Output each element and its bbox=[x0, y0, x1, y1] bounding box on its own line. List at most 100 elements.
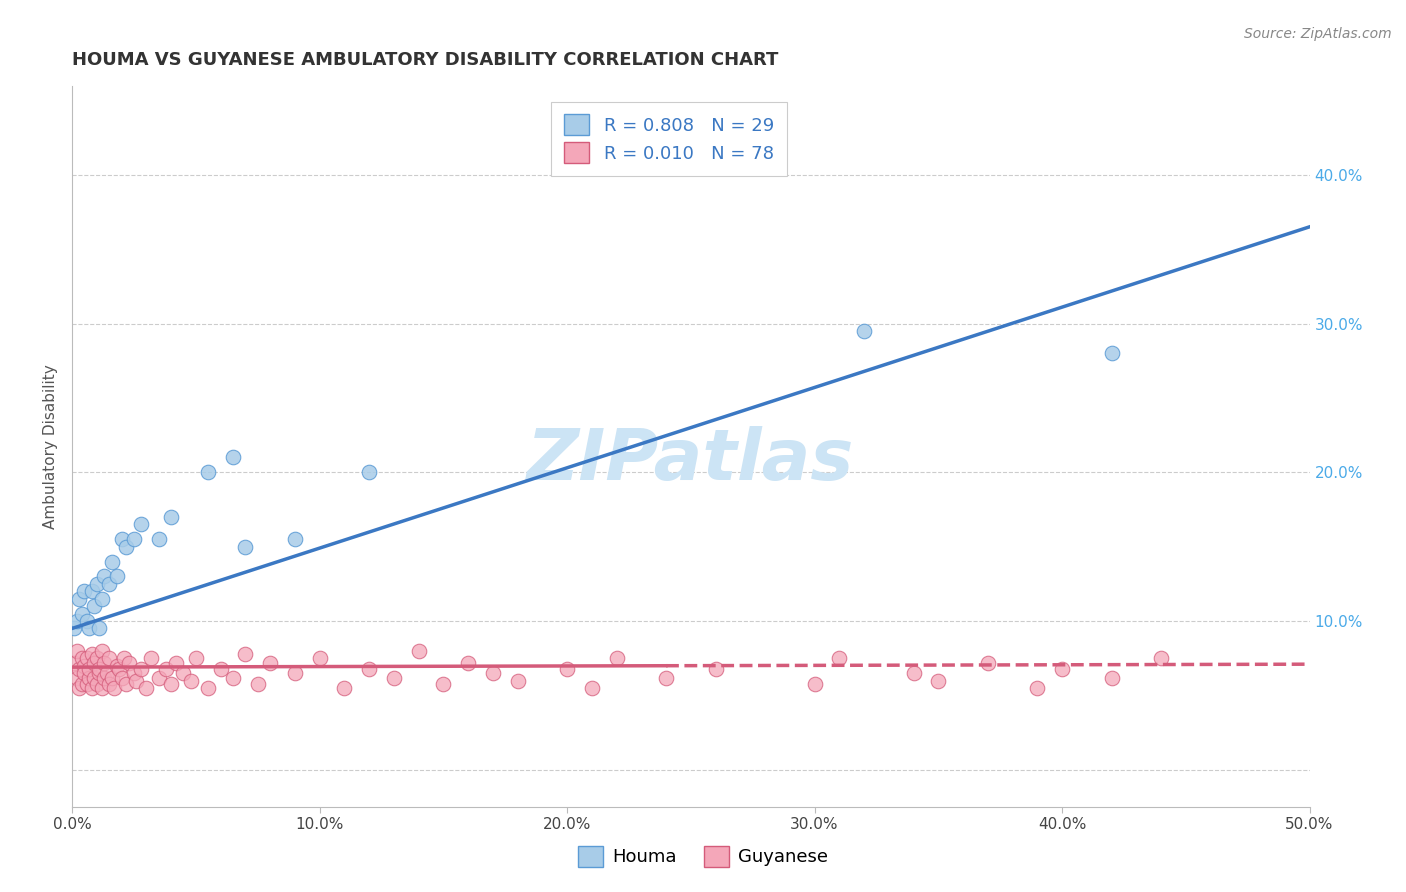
Point bbox=[148, 533, 170, 547]
Point bbox=[131, 517, 153, 532]
Point bbox=[93, 671, 115, 685]
Point bbox=[73, 658, 96, 673]
Point bbox=[83, 656, 105, 670]
Legend: R = 0.808   N = 29, R = 0.010   N = 78: R = 0.808 N = 29, R = 0.010 N = 78 bbox=[551, 102, 786, 176]
Point bbox=[432, 676, 454, 690]
Point bbox=[96, 666, 118, 681]
Y-axis label: Ambulatory Disability: Ambulatory Disability bbox=[44, 364, 58, 529]
Point bbox=[100, 671, 122, 685]
Point bbox=[197, 681, 219, 695]
Point bbox=[100, 555, 122, 569]
Point bbox=[115, 676, 138, 690]
Point bbox=[184, 651, 207, 665]
Point bbox=[90, 591, 112, 606]
Point bbox=[105, 569, 128, 583]
Point bbox=[122, 666, 145, 681]
Point bbox=[80, 647, 103, 661]
Point bbox=[63, 622, 86, 636]
Text: Source: ZipAtlas.com: Source: ZipAtlas.com bbox=[1244, 27, 1392, 41]
Point bbox=[135, 681, 157, 695]
Point bbox=[382, 671, 405, 685]
Point bbox=[90, 644, 112, 658]
Point bbox=[1101, 671, 1123, 685]
Point bbox=[704, 662, 727, 676]
Point bbox=[803, 676, 825, 690]
Point bbox=[1150, 651, 1173, 665]
Point bbox=[67, 591, 90, 606]
Point bbox=[98, 651, 121, 665]
Point bbox=[98, 577, 121, 591]
Point bbox=[131, 662, 153, 676]
Text: ZIPatlas: ZIPatlas bbox=[527, 426, 855, 495]
Point bbox=[853, 324, 876, 338]
Point bbox=[86, 577, 108, 591]
Point bbox=[67, 681, 90, 695]
Point bbox=[83, 599, 105, 614]
Point bbox=[1101, 346, 1123, 360]
Point bbox=[222, 450, 245, 465]
Point bbox=[125, 673, 148, 688]
Point bbox=[148, 671, 170, 685]
Point bbox=[408, 644, 430, 658]
Point bbox=[506, 673, 529, 688]
Point bbox=[903, 666, 925, 681]
Point bbox=[605, 651, 627, 665]
Point bbox=[86, 676, 108, 690]
Point bbox=[90, 681, 112, 695]
Point bbox=[357, 465, 380, 479]
Point bbox=[122, 533, 145, 547]
Point bbox=[103, 681, 125, 695]
Point bbox=[555, 662, 578, 676]
Text: HOUMA VS GUYANESE AMBULATORY DISABILITY CORRELATION CHART: HOUMA VS GUYANESE AMBULATORY DISABILITY … bbox=[72, 51, 779, 69]
Point bbox=[80, 584, 103, 599]
Point bbox=[160, 509, 183, 524]
Point bbox=[86, 651, 108, 665]
Point bbox=[83, 671, 105, 685]
Point bbox=[209, 662, 232, 676]
Point bbox=[233, 540, 256, 554]
Point bbox=[655, 671, 678, 685]
Point bbox=[73, 666, 96, 681]
Point bbox=[70, 607, 93, 621]
Point bbox=[828, 651, 851, 665]
Point bbox=[73, 584, 96, 599]
Point bbox=[259, 656, 281, 670]
Point bbox=[141, 651, 163, 665]
Point bbox=[481, 666, 503, 681]
Point bbox=[70, 676, 93, 690]
Point bbox=[308, 651, 330, 665]
Point bbox=[76, 676, 98, 690]
Point bbox=[165, 656, 187, 670]
Point bbox=[172, 666, 194, 681]
Point bbox=[67, 662, 90, 676]
Point bbox=[79, 662, 101, 676]
Point bbox=[977, 656, 1000, 670]
Point bbox=[66, 671, 89, 685]
Point bbox=[79, 622, 101, 636]
Point bbox=[76, 651, 98, 665]
Point bbox=[457, 656, 479, 670]
Point bbox=[89, 662, 111, 676]
Point bbox=[63, 656, 86, 670]
Point bbox=[222, 671, 245, 685]
Point bbox=[93, 656, 115, 670]
Point bbox=[333, 681, 356, 695]
Point bbox=[110, 671, 132, 685]
Point bbox=[118, 656, 141, 670]
Point bbox=[76, 614, 98, 628]
Point bbox=[93, 569, 115, 583]
Point bbox=[233, 647, 256, 661]
Point bbox=[110, 533, 132, 547]
Point bbox=[79, 671, 101, 685]
Point bbox=[89, 666, 111, 681]
Point bbox=[80, 681, 103, 695]
Point bbox=[180, 673, 202, 688]
Point bbox=[66, 614, 89, 628]
Point bbox=[70, 651, 93, 665]
Legend: Houma, Guyanese: Houma, Guyanese bbox=[571, 838, 835, 874]
Point bbox=[115, 540, 138, 554]
Point bbox=[105, 658, 128, 673]
Point bbox=[927, 673, 949, 688]
Point bbox=[246, 676, 269, 690]
Point bbox=[108, 662, 131, 676]
